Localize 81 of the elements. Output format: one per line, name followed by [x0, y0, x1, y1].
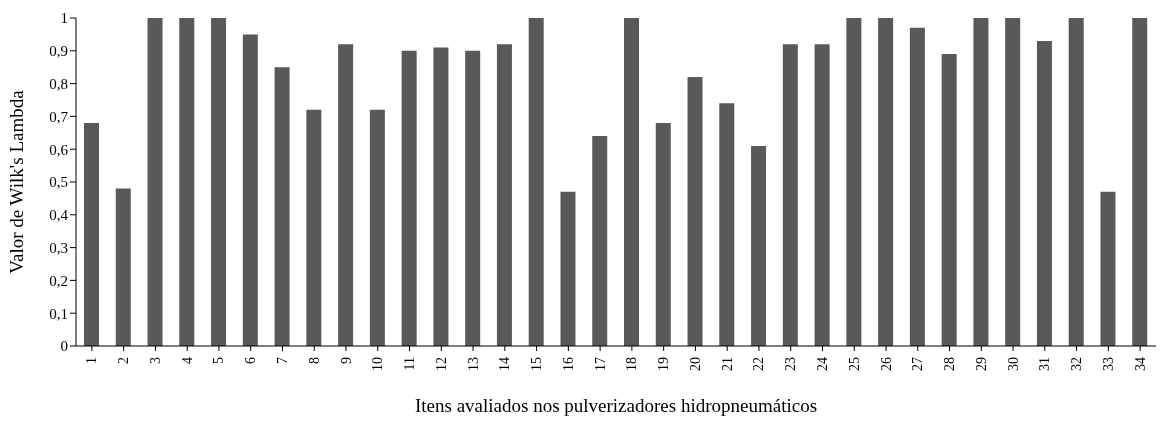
bar [751, 145, 767, 346]
y-tick-label: 0,5 [49, 174, 68, 191]
x-tick-label: 23 [783, 357, 799, 371]
y-tick-label: 0,1 [49, 305, 68, 322]
bar [719, 103, 735, 346]
bar [528, 18, 544, 346]
bar [560, 191, 576, 346]
x-tick-label: 19 [656, 357, 672, 371]
bar [655, 122, 671, 346]
x-tick-label: 24 [814, 357, 830, 371]
bar [909, 27, 925, 346]
y-tick-label: 0,3 [49, 239, 68, 256]
bar [878, 18, 894, 346]
x-tick-label: 7 [274, 357, 290, 364]
x-tick-label: 26 [878, 357, 894, 371]
bar [941, 54, 957, 346]
bar [338, 44, 354, 346]
bar [465, 50, 481, 346]
x-tick-label: 3 [147, 357, 163, 364]
x-tick-label: 11 [402, 357, 418, 371]
x-tick-label: 20 [687, 357, 703, 371]
x-tick-label: 30 [1005, 357, 1021, 371]
y-tick-label: 0,8 [49, 75, 68, 92]
bar [433, 47, 449, 346]
bar [687, 77, 703, 346]
x-tick-label: 6 [243, 357, 259, 364]
bar [814, 44, 830, 346]
bar [1036, 40, 1052, 346]
bar [1068, 18, 1084, 346]
y-tick-label: 0,2 [49, 272, 68, 289]
bar [274, 67, 290, 346]
x-tick-label: 9 [338, 357, 354, 364]
x-tick-label: 14 [497, 357, 513, 371]
y-tick-label: 0,6 [49, 141, 69, 158]
bar [147, 18, 163, 346]
bar [496, 44, 512, 346]
bar [624, 18, 639, 346]
x-tick-label: 33 [1100, 357, 1116, 371]
x-tick-label: 31 [1037, 357, 1053, 371]
x-tick-label: 22 [751, 357, 767, 371]
x-tick-label: 16 [560, 357, 576, 371]
x-tick-label: 32 [1069, 357, 1085, 371]
x-tick-label: 12 [433, 357, 449, 371]
bar [179, 18, 195, 346]
x-tick-label: 8 [306, 357, 322, 364]
x-tick-label: 29 [973, 357, 989, 371]
bar [306, 109, 322, 346]
y-tick-label: 0 [60, 338, 68, 355]
x-tick-label: 34 [1132, 357, 1148, 371]
bar [369, 109, 385, 346]
bar [592, 136, 608, 346]
bar [1132, 18, 1148, 346]
x-tick-label: 2 [116, 357, 132, 364]
x-tick-label: 4 [179, 357, 195, 364]
y-tick-label: 0,4 [49, 207, 69, 224]
x-tick-label: 28 [942, 357, 958, 371]
x-tick-label: 18 [624, 357, 640, 371]
x-axis-title: Itens avaliados nos pulverizadores hidropneumáticos [414, 395, 818, 416]
x-tick-label: 13 [465, 357, 481, 371]
x-tick-label: 15 [529, 357, 545, 371]
bar [84, 122, 99, 346]
bar [401, 50, 417, 346]
bar [1005, 18, 1021, 346]
bar [115, 188, 131, 346]
x-tick-label: 5 [211, 357, 227, 364]
y-tick-label: 0,9 [49, 43, 68, 60]
bar [211, 18, 227, 346]
y-tick-label: 0,7 [49, 108, 69, 125]
x-tick-label: 17 [592, 357, 608, 371]
y-axis-title: Valor de Wilk's Lambda [5, 89, 27, 274]
x-tick-label: 1 [84, 357, 100, 364]
bar [1100, 191, 1116, 346]
bar [242, 34, 258, 346]
x-tick-label: 21 [719, 357, 735, 371]
bar [846, 18, 862, 346]
x-tick-label: 27 [910, 357, 926, 371]
x-tick-label: 10 [370, 357, 386, 371]
y-tick-label: 1 [60, 10, 68, 27]
bar [973, 18, 989, 346]
bar [782, 44, 798, 346]
x-tick-label: 25 [846, 357, 862, 371]
